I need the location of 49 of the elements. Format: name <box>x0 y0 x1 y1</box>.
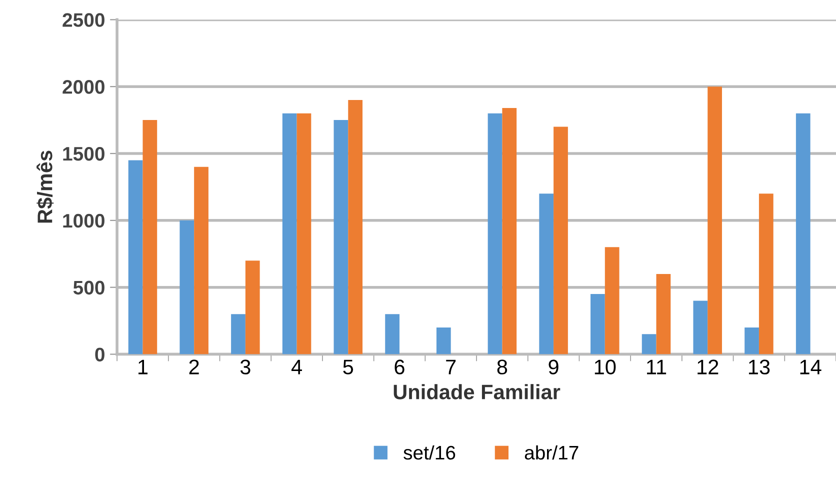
bar <box>554 126 568 354</box>
bar <box>539 194 554 354</box>
bar <box>590 294 605 354</box>
x-tick-label: 6 <box>394 360 404 374</box>
x-tick-label: 1 <box>138 360 148 374</box>
bar <box>693 300 708 354</box>
x-tick-label: 4 <box>291 360 302 374</box>
bar <box>282 113 297 354</box>
legend-label: set/16 <box>404 445 456 460</box>
bar <box>231 314 246 354</box>
bar <box>296 113 312 354</box>
y-tick-label: 2500 <box>62 13 104 27</box>
x-tick-label: 9 <box>548 360 558 374</box>
x-axis-title: Unidade Familiar <box>394 384 560 400</box>
bar <box>744 327 759 354</box>
bar <box>142 120 158 354</box>
x-tick-label: 7 <box>446 360 456 374</box>
y-tick-label: 500 <box>73 280 104 295</box>
x-tick-label: 11 <box>647 360 666 374</box>
bar <box>334 120 348 354</box>
x-tick-label: 2 <box>189 360 199 374</box>
bar <box>758 194 774 354</box>
bar <box>194 166 208 354</box>
bar <box>180 220 194 354</box>
y-tick-label: 0 <box>95 348 104 362</box>
bar <box>488 113 502 354</box>
bar <box>796 113 810 354</box>
bar <box>348 100 363 354</box>
y-tick-label: 1500 <box>63 146 104 161</box>
bar <box>385 314 400 354</box>
bar <box>642 334 656 354</box>
x-tick-label: 13 <box>748 360 770 374</box>
x-tick-label: 5 <box>343 360 354 374</box>
legend-label: abr/17 <box>524 445 578 460</box>
x-tick-label: 12 <box>698 360 718 374</box>
y-tick-label: 2000 <box>62 80 104 94</box>
x-tick-label: 14 <box>800 360 822 374</box>
y-tick-label: 1000 <box>63 214 104 228</box>
x-tick-label: 8 <box>497 360 508 374</box>
y-axis-title: R$/mês <box>36 150 54 223</box>
bar <box>502 108 517 354</box>
bar <box>656 274 671 354</box>
x-tick-label: 3 <box>240 360 250 374</box>
bar <box>245 260 260 354</box>
bar <box>128 160 143 354</box>
x-tick-label: 10 <box>594 360 616 374</box>
bar <box>604 247 620 354</box>
bar <box>708 86 722 354</box>
bar <box>436 327 451 354</box>
